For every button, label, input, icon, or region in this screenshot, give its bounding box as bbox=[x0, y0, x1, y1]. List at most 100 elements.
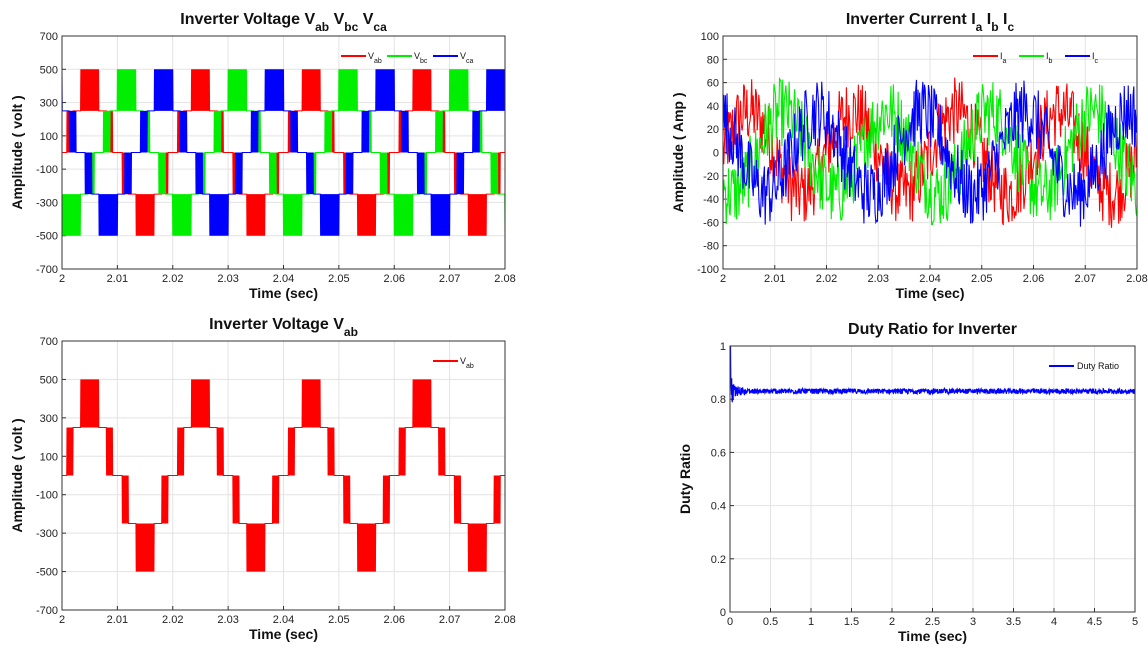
legend-label: Vab bbox=[460, 356, 474, 370]
y-tick-label: 1 bbox=[720, 341, 726, 353]
x-tick-label: 4.5 bbox=[1087, 616, 1102, 628]
chart-title: Inverter Voltage Vab bbox=[209, 316, 358, 339]
y-tick-label: -60 bbox=[703, 217, 719, 229]
y-tick-label: 700 bbox=[40, 336, 58, 348]
legend: Vab bbox=[433, 356, 474, 370]
x-tick-label: 2 bbox=[59, 614, 65, 626]
x-tick-label: 0 bbox=[727, 616, 733, 628]
y-axis-label: Amplitude ( Amp ) bbox=[670, 92, 686, 212]
x-tick-label: 2.01 bbox=[107, 273, 128, 285]
y-tick-label: -20 bbox=[703, 171, 719, 183]
series-line-vca bbox=[62, 69, 505, 236]
y-axis-label: Duty Ratio bbox=[677, 444, 693, 514]
x-tick-label: 2.08 bbox=[494, 614, 515, 626]
y-tick-label: 300 bbox=[40, 413, 58, 425]
legend-label: Ic bbox=[1092, 51, 1099, 65]
x-tick-label: 2.05 bbox=[328, 273, 349, 285]
x-tick-label: 2.06 bbox=[384, 614, 405, 626]
x-tick-label: 2.08 bbox=[1126, 273, 1147, 285]
x-tick-label: 2.07 bbox=[439, 614, 460, 626]
x-tick-label: 2.04 bbox=[273, 273, 294, 285]
x-axis-label: Time (sec) bbox=[249, 626, 318, 642]
y-tick-label: -100 bbox=[36, 490, 58, 502]
x-tick-label: 2.04 bbox=[919, 273, 940, 285]
x-tick-label: 2.05 bbox=[971, 273, 992, 285]
y-tick-label: 60 bbox=[707, 78, 719, 90]
y-axis-label: Amplitude ( volt ) bbox=[9, 418, 25, 532]
series-line-ic bbox=[723, 79, 1137, 227]
x-tick-label: 2 bbox=[59, 273, 65, 285]
x-tick-label: 2.05 bbox=[328, 614, 349, 626]
y-tick-label: 300 bbox=[40, 98, 58, 110]
x-tick-label: 2.01 bbox=[107, 614, 128, 626]
y-tick-label: 100 bbox=[40, 131, 58, 143]
x-tick-label: 2.02 bbox=[162, 273, 183, 285]
y-tick-label: -500 bbox=[36, 231, 58, 243]
series-line-ib bbox=[723, 76, 1137, 226]
x-tick-label: 2.02 bbox=[162, 614, 183, 626]
x-tick-label: 2.06 bbox=[1023, 273, 1044, 285]
y-tick-label: 0.8 bbox=[711, 394, 726, 406]
chart-title: Inverter Current Ia Ib Ic bbox=[846, 11, 1015, 34]
y-tick-label: 700 bbox=[40, 31, 58, 43]
y-tick-label: 100 bbox=[40, 451, 58, 463]
y-tick-label: 80 bbox=[707, 54, 719, 66]
series-line-vab bbox=[62, 69, 505, 236]
x-axis-label: Time (sec) bbox=[896, 285, 965, 301]
series-line-duty-ratio bbox=[730, 346, 1135, 403]
y-tick-label: 20 bbox=[707, 124, 719, 136]
y-tick-label: 500 bbox=[40, 64, 58, 76]
x-tick-label: 1.5 bbox=[844, 616, 859, 628]
x-tick-label: 1 bbox=[808, 616, 814, 628]
y-tick-label: 40 bbox=[707, 101, 719, 113]
x-tick-label: 0.5 bbox=[763, 616, 778, 628]
y-tick-label: -40 bbox=[703, 194, 719, 206]
series-line-vbc bbox=[62, 69, 505, 236]
y-tick-label: -100 bbox=[697, 264, 719, 276]
legend-label: Duty Ratio bbox=[1077, 361, 1119, 371]
plot-frame bbox=[729, 345, 1136, 613]
y-tick-label: -100 bbox=[36, 164, 58, 176]
y-tick-label: 500 bbox=[40, 374, 58, 386]
chart-vab: 2 2.01 2.02 2.03 2.04 2.05 2.06 2.07 2.08 -700 -50… bbox=[9, 316, 516, 642]
x-tick-label: 2.08 bbox=[494, 273, 515, 285]
series-line-vab bbox=[62, 379, 505, 572]
x-tick-label: 2.03 bbox=[217, 614, 238, 626]
y-tick-label: 0.6 bbox=[711, 447, 726, 459]
x-tick-label: 2.03 bbox=[217, 273, 238, 285]
x-tick-label: 2.06 bbox=[384, 273, 405, 285]
x-tick-label: 2.04 bbox=[273, 614, 294, 626]
legend-label: Vca bbox=[460, 51, 474, 65]
x-tick-label: 2.07 bbox=[439, 273, 460, 285]
y-tick-label: -80 bbox=[703, 241, 719, 253]
y-tick-label: 0.4 bbox=[711, 501, 726, 513]
y-tick-label: -700 bbox=[36, 264, 58, 276]
y-tick-label: 0.2 bbox=[711, 554, 726, 566]
y-tick-label: 100 bbox=[701, 31, 719, 43]
chart-title: Duty Ratio for Inverter bbox=[848, 321, 1017, 338]
chart-vabc: 2 2.01 2.02 2.03 2.04 2.05 2.06 2.07 2.08 -700 -50… bbox=[9, 11, 516, 301]
x-tick-label: 2 bbox=[720, 273, 726, 285]
x-tick-label: 2.07 bbox=[1075, 273, 1096, 285]
x-tick-label: 3 bbox=[970, 616, 976, 628]
x-tick-label: 2.01 bbox=[764, 273, 785, 285]
chart-iabc: 2 2.01 2.02 2.03 2.04 2.05 2.06 2.07 2.08 -100 -80… bbox=[670, 11, 1148, 301]
chart-duty: 0 0.5 1 1.5 2 2.5 3 3.5 4 4.5 5 0 0.2 0.4 0.6 0.8 1 Duty … bbox=[677, 321, 1138, 644]
legend-label: Ib bbox=[1046, 51, 1053, 65]
plot-frame bbox=[61, 35, 506, 270]
y-axis-label: Amplitude ( volt ) bbox=[9, 95, 25, 209]
y-tick-label: -300 bbox=[36, 197, 58, 209]
legend-label: Vbc bbox=[414, 51, 428, 65]
x-tick-label: 2.5 bbox=[925, 616, 940, 628]
legend-label: Ia bbox=[1000, 51, 1007, 65]
x-axis-label: Time (sec) bbox=[249, 285, 318, 301]
legend: Ia Ib Ic bbox=[973, 51, 1099, 65]
y-tick-label: 0 bbox=[720, 607, 726, 619]
x-tick-label: 2.03 bbox=[868, 273, 889, 285]
plot-frame bbox=[722, 35, 1138, 270]
chart-title: Inverter Voltage Vab Vbc Vca bbox=[180, 11, 387, 34]
x-tick-label: 2 bbox=[889, 616, 895, 628]
legend: Vab Vbc Vca bbox=[341, 51, 474, 65]
legend-label: Vab bbox=[368, 51, 382, 65]
